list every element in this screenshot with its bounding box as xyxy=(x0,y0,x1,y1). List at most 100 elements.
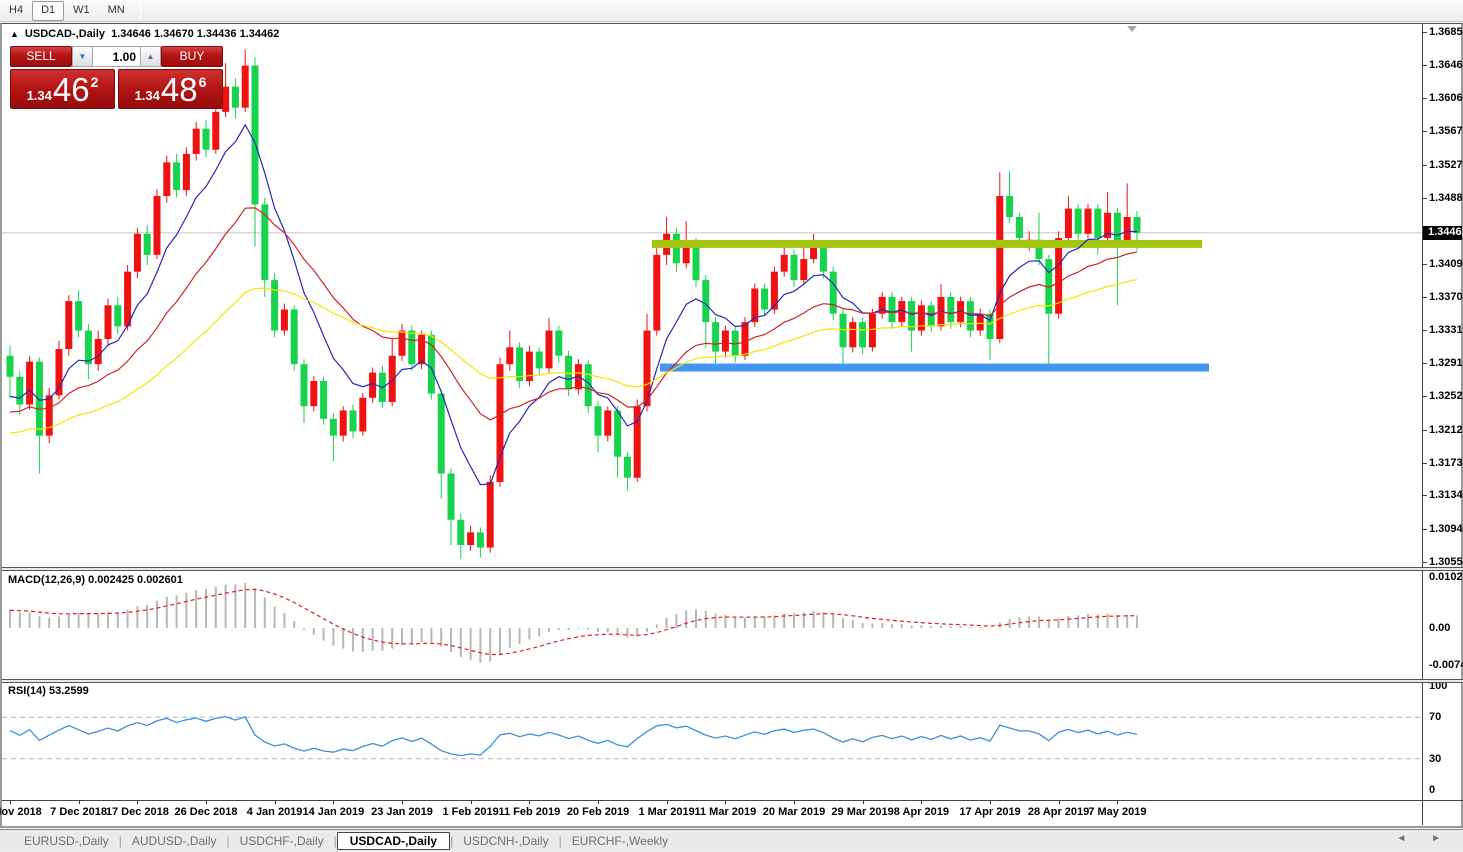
macd-scale-label: 0.00 xyxy=(1429,622,1451,634)
price-scale-label: 1.34880 xyxy=(1429,191,1463,204)
price-scale-tick xyxy=(1423,462,1427,464)
sell-price-display[interactable]: 1.34 46 2 xyxy=(10,69,115,109)
price-scale-label: 1.31730 xyxy=(1429,456,1463,469)
timeframe-button-mn[interactable]: MN xyxy=(107,4,125,16)
date-axis-tick xyxy=(274,801,276,804)
buy-price-display[interactable]: 1.34 48 6 xyxy=(118,69,223,109)
price-scale-tick xyxy=(1423,495,1427,497)
chart-tab-audusd-daily[interactable]: AUDUSD-,Daily xyxy=(131,834,217,848)
chart-shift-marker-icon[interactable] xyxy=(1127,26,1137,32)
date-axis-tick xyxy=(333,801,335,804)
date-axis-label: 29 Mar 2019 xyxy=(831,806,894,818)
rsi-chart[interactable] xyxy=(2,682,1422,800)
volume-decrease-button[interactable]: ▼ xyxy=(72,46,93,67)
sell-button[interactable]: SELL xyxy=(10,46,72,67)
price-scale-label: 1.33700 xyxy=(1429,290,1463,303)
chart-window: ▲ USDCAD-,Daily 1.34646 1.34670 1.34436 1… xyxy=(0,23,1463,828)
date-axis-label: 11 Mar 2019 xyxy=(694,806,757,818)
tab-separator: | xyxy=(558,834,562,848)
chart-title: ▲ USDCAD-,Daily 1.34646 1.34670 1.34436 1… xyxy=(10,28,279,40)
price-scale-tick xyxy=(1423,396,1427,398)
date-axis-tick xyxy=(529,801,531,804)
price-scale-tick xyxy=(1423,64,1427,66)
price-scale[interactable]: 1.36850 1.36460 1.36060 1.35670 1.35270 1.348… xyxy=(1422,24,1463,825)
chart-tab-usdcnh-daily[interactable]: USDCNH-,Daily xyxy=(463,834,549,848)
macd-label: MACD(12,26,9) 0.002425 0.002601 xyxy=(8,574,183,586)
candlestick-chart[interactable] xyxy=(2,24,1422,567)
timeframe-button-w1[interactable]: W1 xyxy=(73,4,90,16)
price-scale-label: 1.36460 xyxy=(1429,58,1463,71)
rsi-scale-label: 70 xyxy=(1429,711,1442,724)
date-axis-tick xyxy=(862,801,864,804)
date-axis-tick xyxy=(598,801,599,804)
date-axis-tick xyxy=(470,801,472,804)
chart-tab-usdchf-daily[interactable]: USDCHF-,Daily xyxy=(239,834,324,848)
date-axis-tick xyxy=(1117,801,1119,804)
date-axis-tick xyxy=(78,801,80,804)
date-axis-label: 23 Jan 2019 xyxy=(371,806,433,818)
price-chart-pane[interactable]: ▲ USDCAD-,Daily 1.34646 1.34670 1.34436 1… xyxy=(2,24,1422,567)
price-scale-label: 1.33310 xyxy=(1429,323,1463,336)
date-axis-tick xyxy=(1058,801,1060,804)
rsi-scale-label: 100 xyxy=(1429,680,1448,692)
price-scale-label: 1.36850 xyxy=(1429,25,1463,38)
price-scale-tick xyxy=(1423,264,1427,266)
date-axis-label: 4 Jan 2019 xyxy=(246,806,303,818)
volume-increase-button[interactable]: ▲ xyxy=(140,46,161,67)
buy-price-main: 48 xyxy=(160,71,198,108)
one-click-trading-panel: SELL ▼ ▲ BUY 1.34 46 2 1.34 48 6 xyxy=(10,46,223,109)
date-axis-label: 1 Mar 2019 xyxy=(638,806,695,818)
date-axis-label: 11 Feb 2019 xyxy=(498,806,561,818)
buy-price-prefix: 1.34 xyxy=(134,88,160,103)
tab-scroll-right-button[interactable]: ► xyxy=(1431,833,1441,844)
date-axis-tick xyxy=(921,801,923,804)
date-axis-label: 7 Dec 2018 xyxy=(50,806,108,818)
tab-scroll-left-button[interactable]: ◄ xyxy=(1396,833,1407,844)
chart-tab-usdcad-daily[interactable]: USDCAD-,Daily xyxy=(336,832,451,850)
date-axis-tick xyxy=(137,801,139,804)
rsi-indicator-pane[interactable]: RSI(14) 53.2599 xyxy=(2,682,1422,800)
tab-separator: | xyxy=(450,834,454,848)
rsi-scale-label: 0 xyxy=(1429,784,1436,796)
date-axis-label: 8 Apr 2019 xyxy=(893,806,950,818)
price-scale-tick xyxy=(1423,363,1427,365)
price-scale-label: 1.32120 xyxy=(1429,423,1463,436)
date-axis-label: 14 Jan 2019 xyxy=(302,806,365,818)
price-scale-tick xyxy=(1423,429,1427,431)
pane-splitter[interactable] xyxy=(2,567,1463,571)
timeframe-button-h4[interactable]: H4 xyxy=(9,4,24,16)
price-scale-tick xyxy=(1423,31,1427,33)
date-axis-label: 1 Feb 2019 xyxy=(442,806,499,818)
date-axis-tick xyxy=(990,801,991,804)
chart-tab-eurusd-daily[interactable]: EURUSD-,Daily xyxy=(24,834,109,848)
buy-button[interactable]: BUY xyxy=(161,46,223,67)
volume-input[interactable] xyxy=(93,46,140,67)
toolbar-separator xyxy=(139,3,141,19)
price-scale-label: 1.32910 xyxy=(1429,357,1463,370)
macd-indicator-pane[interactable]: MACD(12,26,9) 0.002425 0.002601 xyxy=(2,571,1422,679)
price-scale-label: 1.35270 xyxy=(1429,158,1463,171)
date-axis-label: 17 Apr 2019 xyxy=(959,806,1021,818)
date-axis-label: 28 Nov 2018 xyxy=(0,806,42,818)
date-axis-label: 20 Feb 2019 xyxy=(566,806,630,818)
pane-splitter[interactable] xyxy=(2,679,1463,683)
collapse-arrow-icon[interactable]: ▲ xyxy=(10,29,19,39)
macd-chart[interactable] xyxy=(2,571,1422,679)
price-scale-label: 1.30940 xyxy=(1429,523,1463,536)
chart-tab-eurchf-weekly[interactable]: EURCHF-,Weekly xyxy=(571,834,669,848)
price-scale-tick xyxy=(1423,329,1427,331)
timeframe-button-d1[interactable]: D1 xyxy=(32,1,65,21)
price-scale-label: 1.32520 xyxy=(1429,390,1463,403)
date-axis-tick xyxy=(666,801,668,804)
price-scale-label: 1.34090 xyxy=(1429,258,1463,271)
tab-separator: | xyxy=(333,834,337,848)
date-axis-tick xyxy=(206,801,207,804)
sell-price-pip: 2 xyxy=(90,74,99,90)
price-scale-tick xyxy=(1423,164,1427,166)
sell-price-main: 46 xyxy=(52,71,90,108)
date-axis-tick xyxy=(10,801,11,804)
timeframe-toolbar: H4 D1 W1 MN xyxy=(0,0,1463,22)
chart-symbol-label: USDCAD-,Daily xyxy=(24,28,105,40)
axis-border xyxy=(2,800,1463,801)
